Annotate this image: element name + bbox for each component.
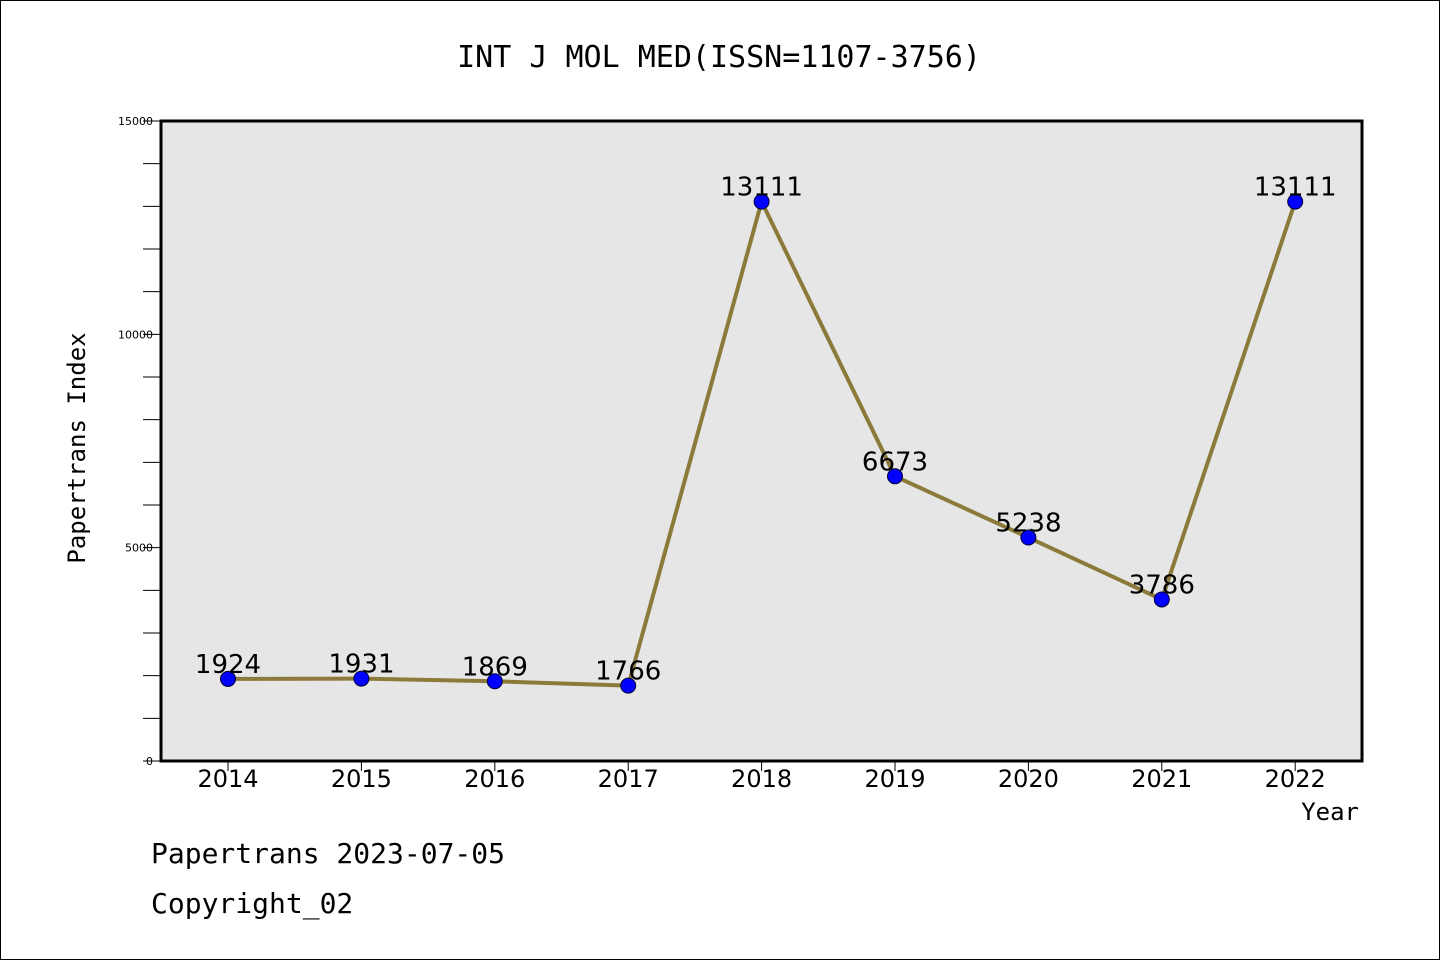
y-tick-label: 10000 <box>118 328 153 341</box>
plot-area <box>161 121 1362 761</box>
data-point <box>753 193 770 210</box>
data-point <box>1287 193 1304 210</box>
x-tick-label: 2021 <box>1131 765 1192 793</box>
data-label: 1931 <box>328 650 394 680</box>
y-tick-label: 0 <box>146 755 153 768</box>
data-point <box>887 468 903 485</box>
x-tick-label: 2018 <box>731 765 792 793</box>
x-tick-label: 2020 <box>998 765 1059 793</box>
data-label: 6673 <box>862 447 928 477</box>
data-point <box>1020 529 1037 546</box>
x-tick-label: 2014 <box>197 765 258 793</box>
x-tick-label: 2019 <box>864 765 925 793</box>
y-axis-ticks: 0 5000 10000 15000 <box>118 115 161 768</box>
y-tick-label: 5000 <box>125 542 153 555</box>
data-label: 1766 <box>595 657 661 687</box>
footer-copyright: Copyright_02 <box>151 887 354 920</box>
x-tick-label: 2022 <box>1265 765 1326 793</box>
footer-date: Papertrans 2023-07-05 <box>151 837 506 870</box>
data-point <box>220 670 236 687</box>
data-label: 13111 <box>720 173 803 203</box>
data-label: 1869 <box>462 652 528 682</box>
series-group: 1924 1931 1869 1766 13111 6673 5238 3786 13111 <box>195 173 1337 694</box>
y-tick-label: 15000 <box>118 115 153 128</box>
data-label: 13111 <box>1254 173 1337 203</box>
chart-title: INT J MOL MED(ISSN=1107-3756) <box>457 40 981 75</box>
data-point <box>486 673 503 690</box>
data-point <box>620 677 637 694</box>
x-axis-ticks: 2014 2015 2016 2017 2018 2019 2020 2021 2022 <box>197 761 1326 793</box>
data-point <box>353 670 370 687</box>
plot-frame <box>159 119 1364 763</box>
data-label: 1924 <box>195 650 261 680</box>
data-label: 3786 <box>1129 570 1195 600</box>
x-tick-label: 2017 <box>598 765 659 793</box>
data-point <box>1153 591 1170 608</box>
x-tick-label: 2015 <box>331 765 392 793</box>
x-tick-label: 2016 <box>464 765 525 793</box>
y-axis-label: Papertrans Index <box>63 332 91 563</box>
data-label: 5238 <box>995 509 1061 539</box>
x-axis-label: Year <box>1301 798 1359 826</box>
